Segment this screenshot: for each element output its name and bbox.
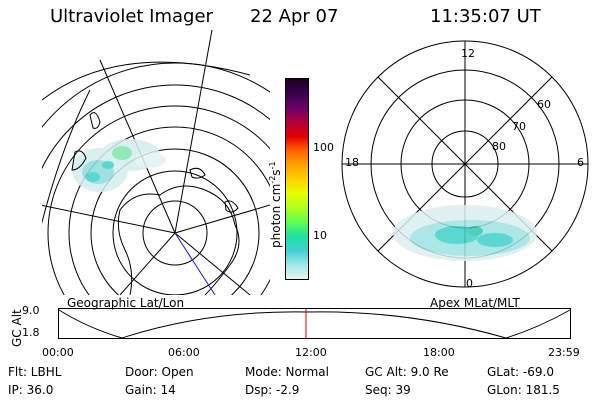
altitude-xtick-3: 18:00 xyxy=(423,346,455,359)
altitude-xtick-1: 06:00 xyxy=(168,346,200,359)
meridian-line xyxy=(119,232,176,295)
latitude-circle xyxy=(68,126,270,295)
meridian-line xyxy=(42,204,176,234)
colorbar-unit-mid: s xyxy=(269,169,283,176)
colorbar-unit-exp1: -2 xyxy=(268,175,277,184)
colorbar-unit-label: photon cm-2s-1 xyxy=(268,161,283,248)
altitude-xtick-4: 23:59 xyxy=(548,346,580,359)
latitude-circle xyxy=(42,62,270,128)
earth-limb xyxy=(42,61,251,101)
intensity-colorbar xyxy=(285,78,309,280)
coastline-new-zealand xyxy=(71,150,87,171)
latitude-circle xyxy=(142,200,208,266)
earth-limb xyxy=(42,89,91,225)
altitude-ytick-top: 9.0 xyxy=(22,304,40,317)
latitude-circle xyxy=(42,84,270,170)
latitude-circle xyxy=(112,170,238,295)
magnetic-panel-label: Apex MLat/MLT xyxy=(430,296,520,310)
colorbar-tick-100: 100 xyxy=(313,141,334,154)
altitude-plot xyxy=(58,308,571,339)
altitude-xtick-0: 00:00 xyxy=(42,346,74,359)
gc-altitude-info: GC Alt: 9.0 Re xyxy=(365,365,449,379)
colorbar-unit-exp2: -1 xyxy=(268,161,277,170)
geographic-panel-label: Geographic Lat/Lon xyxy=(67,296,185,310)
mode-info: Mode: Normal xyxy=(245,365,329,379)
meridian-line xyxy=(174,30,213,234)
aurora-emission xyxy=(72,139,166,192)
meridian-line xyxy=(174,204,270,234)
colorbar-unit: photon cm xyxy=(269,183,283,248)
magnetic-aurora-emission xyxy=(393,205,537,261)
coastline-antarctica xyxy=(117,209,133,295)
mlt-label-18: 18 xyxy=(345,156,359,169)
filter-info: Flt: LBHL xyxy=(8,365,62,379)
observation-date: 22 Apr 07 xyxy=(250,6,339,27)
gain-info: Gain: 14 xyxy=(125,383,176,397)
mlat-label-70: 70 xyxy=(512,120,526,133)
mlt-label-6: 6 xyxy=(577,156,584,169)
altitude-ytick-bottom: 1.8 xyxy=(22,326,40,339)
latitude-circle xyxy=(47,105,270,295)
colorbar-gradient xyxy=(286,79,308,279)
satellite-pointing-line xyxy=(174,232,216,295)
glon-info: GLon: 181.5 xyxy=(487,383,560,397)
meridian-line xyxy=(174,232,251,295)
mlat-label-80: 80 xyxy=(492,140,506,153)
coastline-new-zealand xyxy=(89,112,101,129)
ip-info: IP: 36.0 xyxy=(8,383,54,397)
coastline-islands xyxy=(189,167,206,179)
glat-info: GLat: -69.0 xyxy=(487,365,554,379)
altitude-xtick-2: 12:00 xyxy=(295,346,327,359)
mlat-label-60: 60 xyxy=(537,98,551,111)
observation-time: 11:35:07 UT xyxy=(430,6,541,27)
instrument-title: Ultraviolet Imager xyxy=(50,6,213,27)
geographic-projection-panel xyxy=(42,30,270,295)
altitude-curve xyxy=(58,309,571,339)
dsp-info: Dsp: -2.9 xyxy=(245,383,300,397)
colorbar-tick-10: 10 xyxy=(313,229,327,242)
door-info: Door: Open xyxy=(125,365,194,379)
coastline-islands xyxy=(224,200,239,213)
magnetic-polar-panel xyxy=(341,40,589,288)
sequence-info: Seq: 39 xyxy=(365,383,411,397)
mlt-label-12: 12 xyxy=(461,47,475,60)
mlt-label-0: 0 xyxy=(466,277,473,290)
latitude-circle xyxy=(90,148,260,295)
